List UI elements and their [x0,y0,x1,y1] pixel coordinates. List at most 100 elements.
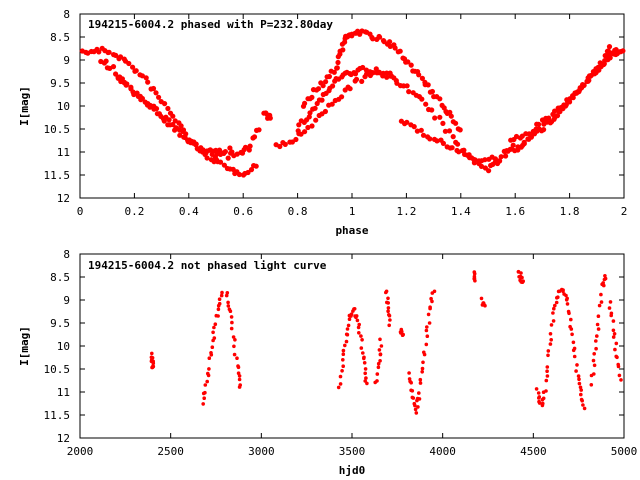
data-point [161,118,167,124]
x-tick-label: 2000 [67,445,94,458]
x-tick-label: 0.6 [233,205,253,218]
data-point [599,300,604,304]
data-point [417,397,422,401]
data-point [496,158,503,164]
data-point [611,319,616,323]
data-point [306,114,312,120]
data-point [569,317,573,322]
data-point [376,361,381,366]
data-point [422,350,426,355]
data-point [307,110,313,116]
data-point [482,157,488,163]
phased-light-curve-chart: 194215-6004.2 phased with P=232.80day ph… [18,8,627,237]
data-point [492,156,498,162]
x-tick-label: 4000 [429,445,456,458]
data-point [513,133,520,140]
data-point [601,281,605,285]
data-point [442,128,448,134]
data-point [313,117,319,123]
data-point [426,312,431,317]
data-point [320,83,326,89]
data-point [354,314,359,318]
data-point [128,84,134,90]
data-point [126,60,132,67]
data-point [173,125,180,131]
data-point [432,115,438,121]
data-point [602,53,608,59]
data-point [546,353,550,358]
data-point [343,343,347,348]
data-point [565,98,571,105]
data-point [344,332,349,337]
data-point [521,141,527,147]
data-point [387,313,392,318]
data-point [212,325,216,330]
data-point [537,401,542,405]
data-point [434,138,440,144]
data-point [153,90,159,96]
data-point [384,74,390,80]
data-point [370,36,376,42]
data-point [359,78,365,84]
data-point [392,45,398,51]
data-point [536,121,542,127]
data-point [580,398,584,403]
data-point [347,317,352,322]
data-point [365,381,369,386]
data-point [373,66,379,72]
data-point [178,123,184,129]
y-tick-label: 11.5 [44,169,71,182]
data-point [213,147,219,153]
data-point [400,329,404,334]
data-point [344,339,349,344]
data-point [131,91,137,98]
x-tick-label: 3500 [339,445,366,458]
data-point [296,122,302,128]
data-point [419,75,425,81]
data-point [378,359,382,363]
data-point [437,114,443,120]
data-point [115,75,121,81]
data-point [370,70,376,76]
data-point [386,301,391,305]
data-point [359,346,364,350]
data-point [449,145,455,151]
data-point [326,73,332,80]
data-point [611,328,616,333]
data-point [378,337,382,342]
data-point [338,374,343,379]
data-point [247,143,253,149]
data-point [615,355,619,360]
data-point [603,276,608,281]
data-point [229,315,234,319]
data-point [437,96,443,102]
data-point [525,136,531,142]
data-point [536,126,542,132]
data-point [418,127,424,133]
data-point [345,327,350,331]
data-point [237,374,242,378]
data-point [577,381,582,386]
data-point [541,401,545,406]
data-point [376,70,383,76]
data-point [596,314,601,319]
data-point [346,323,351,328]
data-point [510,142,516,148]
data-point [551,116,557,122]
data-point [606,44,613,50]
data-point [423,101,429,107]
data-point [413,407,418,412]
data-point [230,320,234,325]
data-point [576,374,581,378]
data-point [237,385,242,389]
data-point [341,352,346,357]
data-point [581,403,585,407]
x-tick-label: 1.6 [505,205,525,218]
data-point [579,388,583,392]
data-point [613,47,619,53]
y-tick-label: 11 [57,386,70,399]
data-point [552,306,556,311]
data-point [537,396,541,400]
data-point [377,34,383,40]
data-point [340,369,344,373]
